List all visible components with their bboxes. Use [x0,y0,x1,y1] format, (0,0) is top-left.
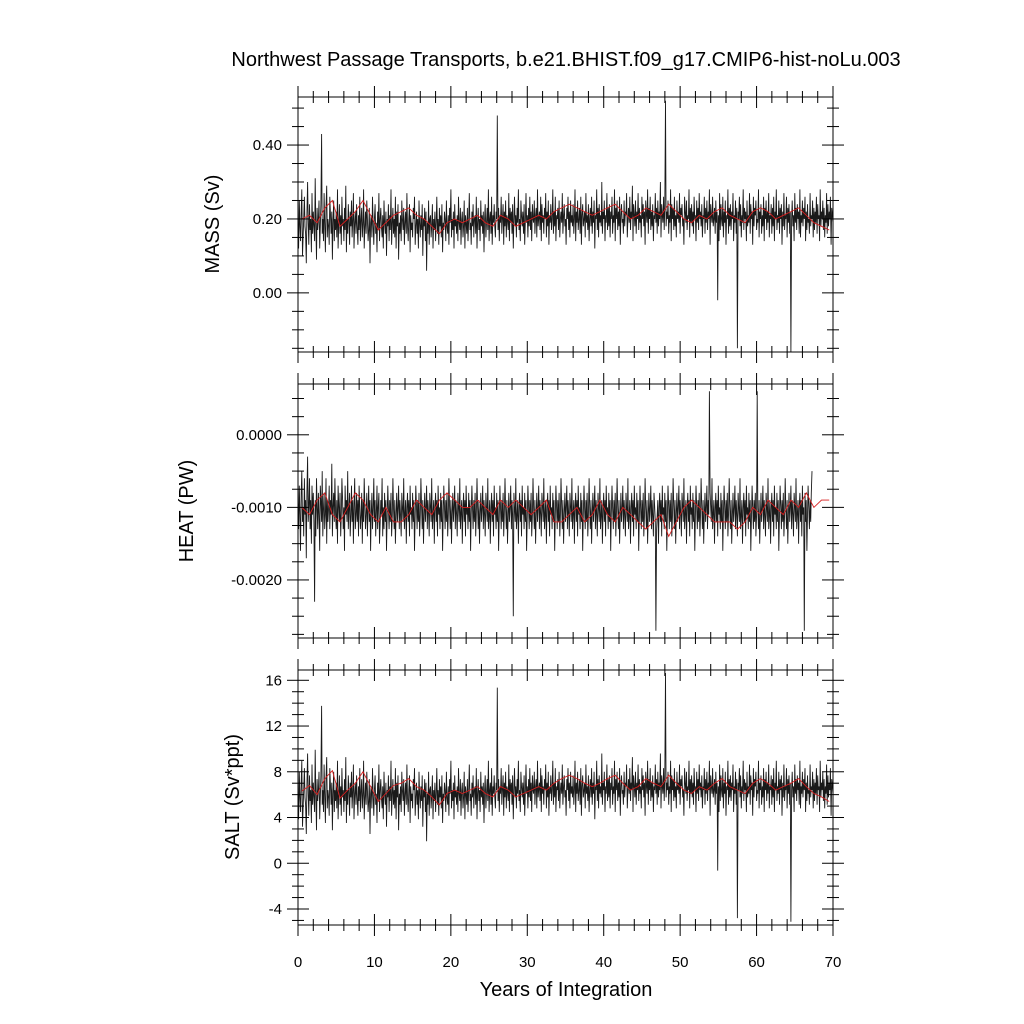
heat-y-tick-label: -0.0020 [231,572,282,589]
mass-y-tick-label: 0.20 [253,211,282,228]
salt-plot-frame [297,669,834,926]
heat-y-tick-label: 0.0000 [236,427,282,444]
heat-axis-label: HEAT (PW) [176,460,198,563]
salt-axis-label: SALT (Sv*ppt) [222,734,244,860]
salt-monthly-series [297,672,834,922]
salt-y-tick-label: 0 [274,855,282,872]
salt-y-tick-label: 16 [265,672,282,689]
x-tick-label: 30 [519,954,536,971]
salt-y-tick-label: -4 [269,901,282,918]
x-tick-label: 60 [748,954,765,971]
mass-plot-frame [297,96,834,353]
x-tick-label: 10 [366,954,383,971]
x-tick-label: 70 [825,954,842,971]
panel-mass: MASS (Sv) 0.00 0.20 0.40 [202,86,844,363]
mass-axis-label: MASS (Sv) [202,175,224,274]
x-tick-label: 20 [443,954,460,971]
x-tick-label: 40 [595,954,612,971]
mass-y-tick-label: 0.40 [253,137,282,154]
salt-y-tick-label: 4 [274,810,282,827]
heat-y-tick-label: -0.0010 [231,499,282,516]
chart-title: Northwest Passage Transports, b.e21.BHIS… [231,49,900,71]
salt-y-tick-label: 12 [265,718,282,735]
mass-monthly-series [297,100,834,353]
panel-salt: SALT (Sv*ppt) Years of Integration -4 0 4 8… [222,659,844,1001]
salt-annual-series [301,769,830,806]
salt-y-tick-label: 8 [274,764,282,781]
panel-heat: HEAT (PW) 0.0000 -0.0010 -0.0020 [176,373,844,649]
mass-y-tick-label: 0.00 [253,285,282,302]
x-tick-label: 50 [672,954,689,971]
x-axis-label: Years of Integration [480,979,653,1001]
heat-plot-frame [297,383,834,639]
heat-annual-series [301,491,830,538]
mass-annual-series [301,199,830,235]
x-tick-label: 0 [294,954,302,971]
heat-monthly-series [297,391,813,631]
